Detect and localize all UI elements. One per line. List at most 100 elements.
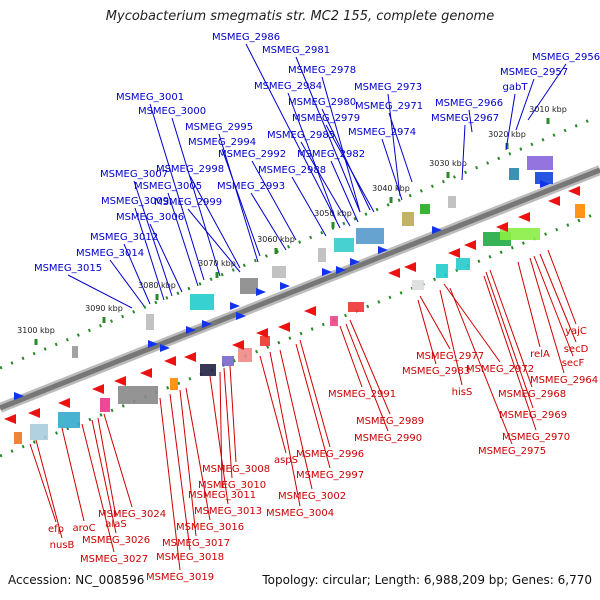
forward-gene-label: MSMEG_3009: [101, 196, 169, 207]
forward-gene-block: [420, 204, 430, 214]
genome-summary: Topology: circular; Length: 6,988,209 bp…: [262, 573, 592, 587]
reverse-gene-arrow: [388, 268, 400, 278]
reverse-gene-arrow: [304, 306, 316, 316]
forward-gene-arrow: [14, 392, 24, 400]
forward-gene-leader: [149, 103, 205, 281]
reverse-gene-arrow: [464, 240, 476, 250]
reverse-gene-arrow: [164, 356, 176, 366]
reverse-gene-block: [500, 228, 540, 240]
reverse-gene-leader: [61, 427, 85, 522]
forward-gene-label: MSMEG_2967: [431, 113, 499, 124]
reverse-gene-leader: [259, 355, 287, 454]
reverse-gene-leader: [345, 323, 389, 432]
reverse-gene-label: MSMEG_3004: [266, 508, 334, 519]
reverse-gene-block: [260, 336, 270, 346]
forward-gene-arrow: [186, 326, 196, 334]
reverse-gene-leader: [539, 253, 577, 343]
forward-gene-label: MSMEG_2988: [258, 165, 326, 176]
reverse-gene-leader: [223, 367, 233, 479]
reverse-gene-label: MSMEG_3013: [194, 506, 262, 517]
forward-gene-arrow: [432, 226, 442, 234]
scale-tick-label: 3070 kbp: [198, 259, 236, 268]
forward-gene-leader: [123, 243, 151, 305]
scale-tick-label: 3010 kbp: [529, 105, 567, 114]
reverse-gene-label: secF: [562, 358, 585, 369]
reverse-gene-leader: [529, 257, 565, 374]
forward-gene-block: [72, 346, 78, 358]
forward-gene-label: MSMEG_2973: [354, 82, 422, 93]
forward-gene-arrow: [256, 288, 266, 296]
reverse-gene-leader: [97, 417, 117, 518]
forward-gene-label: MSMEG_3001: [116, 92, 184, 103]
reverse-gene-arrow: [28, 408, 40, 418]
reverse-gene-block: [118, 386, 158, 404]
reverse-gene-block: [30, 424, 48, 440]
forward-gene-arrow: [350, 258, 360, 266]
reverse-gene-leader: [159, 397, 181, 571]
scale-tick-label: 3090 kbp: [85, 304, 123, 313]
reverse-gene-arrow: [4, 414, 16, 424]
reverse-gene-leader: [295, 343, 331, 469]
reverse-gene-block: [100, 398, 110, 412]
reverse-gene-leader: [185, 387, 211, 521]
reverse-gene-leader: [179, 389, 197, 537]
forward-gene-label: MSMEG_3014: [76, 248, 144, 259]
forward-gene-arrow: [280, 282, 290, 290]
scale-tick-label: 3060 kbp: [257, 235, 295, 244]
forward-gene-label: MSMEG_2981: [262, 45, 330, 56]
forward-gene-leader: [321, 108, 371, 211]
forward-gene-label: MSMEG_2984: [254, 81, 322, 92]
forward-gene-block: [334, 238, 354, 252]
forward-gene-leader: [388, 112, 413, 183]
reverse-gene-arrow: [448, 248, 460, 258]
forward-gene-block: [146, 314, 154, 330]
forward-gene-leader: [187, 208, 241, 273]
reverse-gene-label: MSMEG_3002: [278, 491, 346, 502]
reverse-gene-label: MSMEG_2968: [498, 389, 566, 400]
forward-gene-leader: [133, 180, 173, 297]
reverse-gene-leader: [103, 413, 133, 508]
forward-gene-leader: [221, 148, 261, 257]
forward-gene-leader: [505, 93, 516, 151]
reverse-gene-label: MSMEG_2997: [296, 470, 364, 481]
reverse-gene-leader: [29, 443, 57, 523]
forward-gene-label: MSMEG_2956: [532, 52, 600, 63]
reverse-gene-label: MSMEG_3027: [80, 554, 148, 565]
scale-tick-label: 3020 kbp: [488, 130, 526, 139]
reverse-gene-label: MSMEG_2991: [328, 389, 396, 400]
scale-tick-label: 3080 kbp: [138, 281, 176, 290]
reverse-gene-leader: [229, 365, 237, 463]
reverse-gene-block: [170, 378, 178, 390]
forward-gene-leader: [109, 259, 145, 307]
forward-gene-block: [272, 266, 286, 278]
reverse-gene-block: [58, 412, 80, 428]
reverse-gene-arrow: [92, 384, 104, 394]
reverse-gene-leader: [279, 349, 313, 490]
forward-gene-leader: [300, 141, 351, 227]
forward-gene-leader: [330, 160, 359, 223]
scale-tick-label: 3100 kbp: [17, 326, 55, 335]
reverse-gene-label: efp: [48, 524, 64, 535]
forward-gene-label: MSMEG_3007: [100, 169, 168, 180]
reverse-gene-arrow: [256, 328, 268, 338]
forward-gene-label: MSMEG_2998: [156, 164, 224, 175]
reverse-gene-label: MSMEG_2964: [530, 375, 598, 386]
reverse-gene-arrow: [232, 340, 244, 350]
reverse-gene-block: [348, 302, 364, 312]
reverse-gene-leader: [439, 289, 463, 386]
reverse-gene-leader: [35, 439, 63, 539]
reverse-gene-block: [330, 316, 338, 326]
reverse-gene-label: MSMEG_3010: [198, 480, 266, 491]
reverse-gene-leader: [533, 255, 574, 357]
forward-gene-leader: [381, 138, 403, 201]
reverse-gene-label: MSMEG_3026: [82, 535, 150, 546]
forward-gene-label: MSMEG_2985: [267, 130, 335, 141]
forward-gene-label: MSMEG_2993: [217, 181, 285, 192]
backbone-line: [0, 167, 600, 411]
forward-gene-block: [356, 228, 384, 244]
reverse-gene-label: MSMEG_3017: [162, 538, 230, 549]
accession-label: Accession: NC_008596: [8, 573, 145, 587]
forward-gene-block: [509, 168, 519, 180]
forward-gene-label: MSMEG_2999: [154, 197, 222, 208]
reverse-gene-label: MSMEG_2969: [499, 410, 567, 421]
